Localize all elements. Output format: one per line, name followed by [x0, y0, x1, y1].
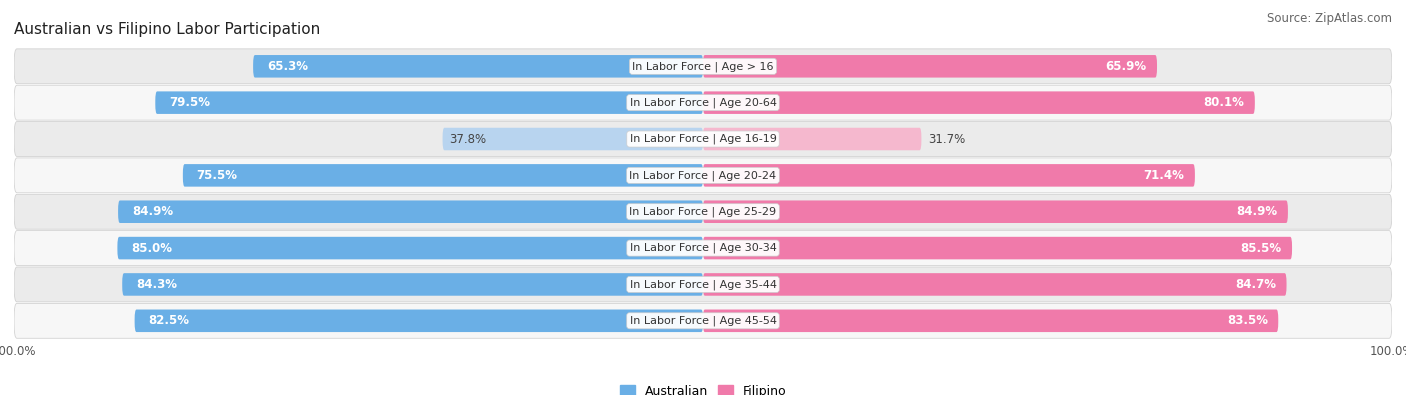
- Text: In Labor Force | Age 25-29: In Labor Force | Age 25-29: [630, 207, 776, 217]
- FancyBboxPatch shape: [117, 237, 703, 260]
- FancyBboxPatch shape: [14, 158, 1392, 193]
- Text: 85.0%: 85.0%: [131, 242, 172, 255]
- FancyBboxPatch shape: [118, 200, 703, 223]
- FancyBboxPatch shape: [155, 91, 703, 114]
- Text: Source: ZipAtlas.com: Source: ZipAtlas.com: [1267, 12, 1392, 25]
- Text: 84.7%: 84.7%: [1236, 278, 1277, 291]
- FancyBboxPatch shape: [703, 273, 1286, 296]
- FancyBboxPatch shape: [14, 231, 1392, 265]
- FancyBboxPatch shape: [703, 128, 921, 150]
- FancyBboxPatch shape: [703, 237, 1292, 260]
- FancyBboxPatch shape: [443, 128, 703, 150]
- FancyBboxPatch shape: [253, 55, 703, 77]
- FancyBboxPatch shape: [703, 91, 1254, 114]
- Text: Australian vs Filipino Labor Participation: Australian vs Filipino Labor Participati…: [14, 21, 321, 36]
- FancyBboxPatch shape: [14, 303, 1392, 338]
- FancyBboxPatch shape: [703, 164, 1195, 187]
- Text: In Labor Force | Age 20-24: In Labor Force | Age 20-24: [630, 170, 776, 181]
- Text: In Labor Force | Age 20-64: In Labor Force | Age 20-64: [630, 98, 776, 108]
- FancyBboxPatch shape: [14, 194, 1392, 229]
- FancyBboxPatch shape: [703, 55, 1157, 77]
- FancyBboxPatch shape: [14, 122, 1392, 156]
- FancyBboxPatch shape: [14, 85, 1392, 120]
- Text: 85.5%: 85.5%: [1240, 242, 1282, 255]
- Text: 79.5%: 79.5%: [169, 96, 209, 109]
- Text: In Labor Force | Age 30-34: In Labor Force | Age 30-34: [630, 243, 776, 253]
- Text: 65.9%: 65.9%: [1105, 60, 1147, 73]
- Text: 83.5%: 83.5%: [1227, 314, 1268, 327]
- Text: 65.3%: 65.3%: [267, 60, 308, 73]
- Legend: Australian, Filipino: Australian, Filipino: [620, 385, 786, 395]
- Text: In Labor Force | Age 35-44: In Labor Force | Age 35-44: [630, 279, 776, 290]
- FancyBboxPatch shape: [122, 273, 703, 296]
- Text: In Labor Force | Age > 16: In Labor Force | Age > 16: [633, 61, 773, 71]
- Text: In Labor Force | Age 16-19: In Labor Force | Age 16-19: [630, 134, 776, 144]
- Text: In Labor Force | Age 45-54: In Labor Force | Age 45-54: [630, 316, 776, 326]
- Text: 84.9%: 84.9%: [1236, 205, 1278, 218]
- FancyBboxPatch shape: [703, 200, 1288, 223]
- Text: 31.7%: 31.7%: [928, 132, 966, 145]
- FancyBboxPatch shape: [135, 310, 703, 332]
- Text: 75.5%: 75.5%: [197, 169, 238, 182]
- Text: 80.1%: 80.1%: [1204, 96, 1244, 109]
- Text: 71.4%: 71.4%: [1143, 169, 1185, 182]
- Text: 37.8%: 37.8%: [450, 132, 486, 145]
- Text: 84.9%: 84.9%: [132, 205, 173, 218]
- FancyBboxPatch shape: [14, 267, 1392, 302]
- Text: 82.5%: 82.5%: [149, 314, 190, 327]
- Text: 84.3%: 84.3%: [136, 278, 177, 291]
- FancyBboxPatch shape: [703, 310, 1278, 332]
- FancyBboxPatch shape: [14, 49, 1392, 84]
- FancyBboxPatch shape: [183, 164, 703, 187]
